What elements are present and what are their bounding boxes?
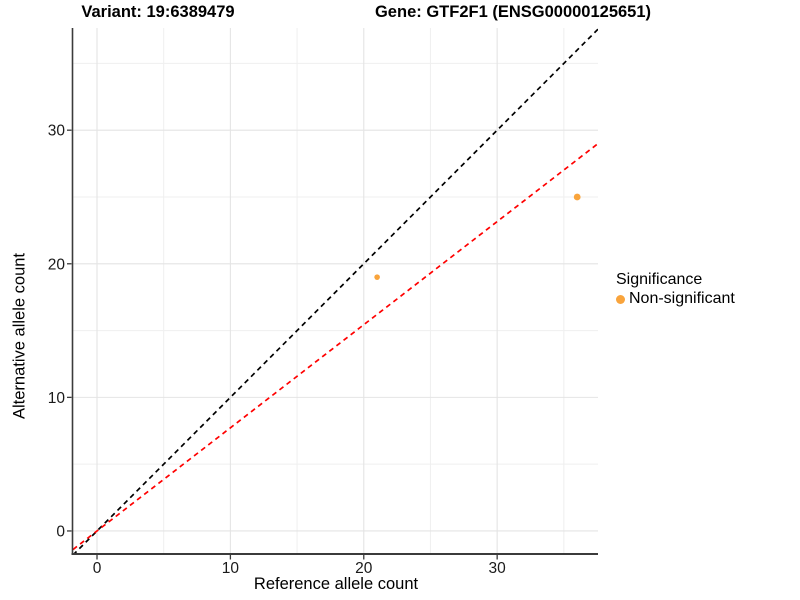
y-axis-title: Alternative allele count — [10, 252, 29, 420]
gene-title: Gene: GTF2F1 (ENSG00000125651) — [374, 3, 652, 21]
y-tick-label: 10 — [48, 390, 66, 407]
expected-ratio-line — [73, 142, 598, 551]
legend-item: Non-significant — [616, 290, 735, 307]
identity-line — [73, 28, 598, 553]
x-tick-label: 10 — [222, 560, 240, 577]
data-point — [374, 274, 380, 280]
y-tick-label: 0 — [56, 523, 65, 540]
x-tick-label: 20 — [355, 560, 373, 577]
legend-item-label: Non-significant — [629, 290, 735, 307]
x-axis-title: Reference allele count — [253, 575, 419, 593]
legend-point-icon — [616, 294, 625, 304]
y-tick-label: 30 — [48, 123, 66, 140]
x-tick-label: 0 — [93, 560, 102, 577]
legend-title: Significance — [616, 271, 703, 288]
y-tick-label: 20 — [48, 256, 66, 273]
legend: Significance Non-significant — [616, 271, 735, 307]
variant-title: Variant: 19:6389479 — [81, 3, 235, 21]
x-tick-label: 30 — [489, 560, 507, 577]
data-point — [573, 193, 581, 201]
